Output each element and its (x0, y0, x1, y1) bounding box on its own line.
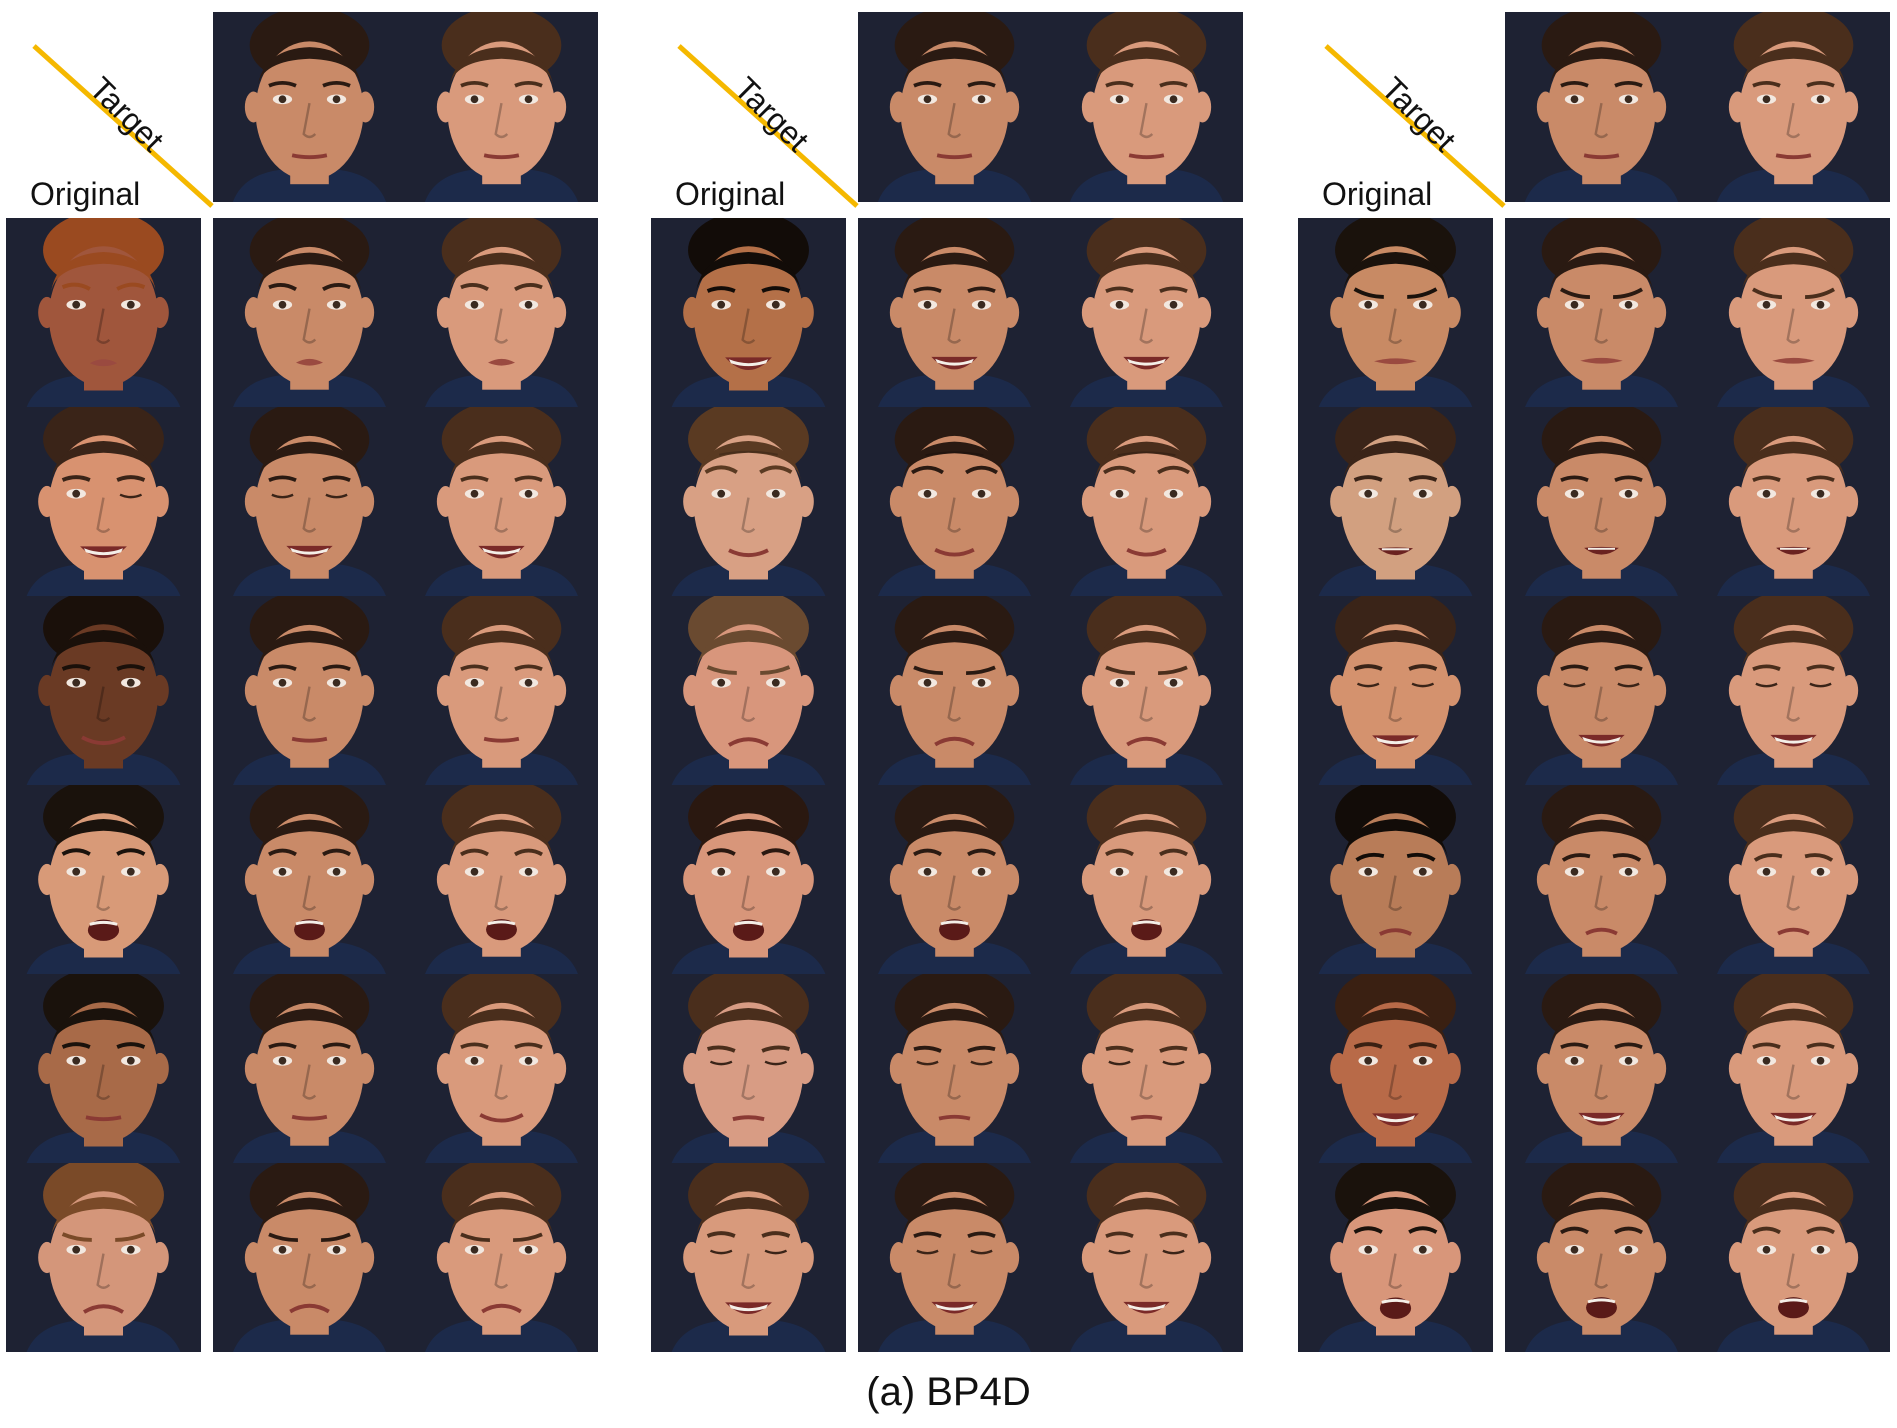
original-face (1298, 596, 1493, 785)
original-face (6, 785, 201, 974)
result-face (1697, 1163, 1890, 1352)
result-face (405, 596, 598, 785)
original-label: Original (675, 176, 786, 212)
original-face (1298, 407, 1493, 596)
original-face (1298, 974, 1493, 1163)
figure-caption: (a) BP4D (866, 1370, 1031, 1414)
original-face (1298, 785, 1493, 974)
original-face (651, 785, 846, 974)
original-face (6, 218, 201, 407)
original-face (6, 1163, 201, 1352)
target-face-2 (1697, 12, 1890, 202)
original-label: Original (30, 176, 141, 212)
result-face (405, 785, 598, 974)
result-face (1505, 596, 1698, 785)
result-face (1050, 407, 1243, 596)
result-face (213, 218, 406, 407)
result-face (1050, 785, 1243, 974)
result-face (1697, 218, 1890, 407)
result-face (858, 974, 1051, 1163)
result-face (1505, 407, 1698, 596)
header-diagonal-line (32, 44, 214, 208)
result-face (1505, 785, 1698, 974)
result-face (1505, 1163, 1698, 1352)
target-face-1 (1505, 12, 1698, 202)
original-face (6, 407, 201, 596)
original-face (651, 974, 846, 1163)
original-face (6, 974, 201, 1163)
original-face (651, 596, 846, 785)
result-face (1697, 407, 1890, 596)
result-face (405, 407, 598, 596)
original-label: Original (1322, 176, 1433, 212)
result-face (1050, 596, 1243, 785)
target-face-1 (213, 12, 406, 202)
result-face (1050, 974, 1243, 1163)
result-face (858, 596, 1051, 785)
target-face-2 (405, 12, 598, 202)
result-face (1697, 785, 1890, 974)
result-face (858, 407, 1051, 596)
result-face (405, 218, 598, 407)
original-face (651, 407, 846, 596)
result-face (213, 407, 406, 596)
result-face (1050, 218, 1243, 407)
header-diagonal-line (1324, 44, 1506, 208)
result-face (1505, 974, 1698, 1163)
result-face (213, 1163, 406, 1352)
panel-3: Original Target (1292, 0, 1897, 1360)
result-face (213, 785, 406, 974)
result-face (405, 1163, 598, 1352)
original-face (1298, 1163, 1493, 1352)
result-face (1050, 1163, 1243, 1352)
result-face (1505, 218, 1698, 407)
result-face (858, 1163, 1051, 1352)
header-diagonal-line (677, 44, 859, 208)
panel-2: Original Target (645, 0, 1265, 1360)
result-face (1697, 596, 1890, 785)
panel-1: Original Target (0, 0, 620, 1360)
result-face (1697, 974, 1890, 1163)
target-face-1 (858, 12, 1051, 202)
result-face (213, 596, 406, 785)
result-face (858, 218, 1051, 407)
original-face (651, 1163, 846, 1352)
result-face (858, 785, 1051, 974)
original-face (6, 596, 201, 785)
result-face (405, 974, 598, 1163)
original-face (651, 218, 846, 407)
result-face (213, 974, 406, 1163)
target-face-2 (1050, 12, 1243, 202)
original-face (1298, 218, 1493, 407)
